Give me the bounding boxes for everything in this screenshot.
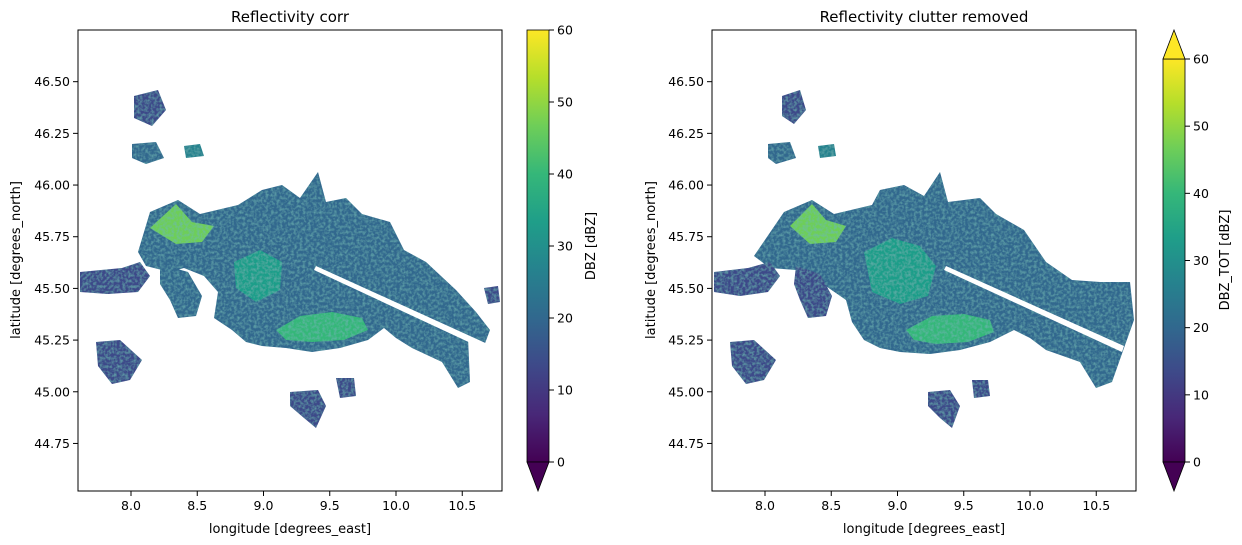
echo-region-north-2	[132, 142, 164, 164]
echo-region-south-2	[972, 380, 990, 398]
colorbar-tick-label: 0	[1193, 455, 1201, 470]
echo-region-sw	[96, 340, 142, 384]
colorbar-label: DBZ_TOT [dBZ]	[1218, 210, 1233, 311]
y-tick-label: 45.25	[34, 333, 70, 348]
beam-blockage-gap	[944, 266, 1124, 352]
x-tick-label: 9.0	[254, 498, 274, 513]
y-tick-label: 45.00	[668, 384, 704, 399]
x-tick-label: 10.0	[382, 498, 410, 513]
echo-region-blob-1	[794, 266, 832, 318]
panel-reflectivity-clutter-removed: Reflectivity clutter removed 8.0 8.5 9.0 9.…	[644, 8, 1233, 537]
colorbar-tick-label: 30	[557, 239, 573, 254]
echo-region-north-1	[134, 90, 166, 126]
y-tick-label: 46.50	[34, 74, 70, 89]
echo-region-south-1	[928, 390, 960, 428]
x-tick-label: 9.5	[320, 498, 340, 513]
colorbar-extend-min	[526, 461, 550, 493]
x-tick-label: 9.0	[888, 498, 908, 513]
beam-blockage-gap	[314, 266, 492, 352]
echo-region-west	[80, 262, 150, 294]
colorbar-extend-min	[1162, 461, 1186, 493]
y-tick-label: 45.75	[34, 229, 70, 244]
y-tick-label: 44.75	[668, 436, 704, 451]
y-tick-label: 46.00	[34, 178, 70, 193]
colorbar-tick-label: 10	[557, 383, 573, 398]
x-tick-label: 8.0	[121, 498, 141, 513]
echo-region-core	[864, 238, 936, 304]
radar-field	[80, 90, 500, 428]
plot-area-frame	[711, 29, 1137, 492]
x-tick-label: 8.5	[187, 498, 207, 513]
echo-region-blob-1	[160, 264, 202, 318]
colorbar-tick-label: 30	[1193, 253, 1209, 268]
x-tick-label: 10.0	[1016, 498, 1044, 513]
echo-region-main	[138, 172, 490, 388]
colorbar-tick-label: 60	[557, 23, 573, 38]
colorbar-body	[1162, 58, 1186, 463]
x-tick-label: 10.5	[448, 498, 476, 513]
x-tick-label: 9.5	[954, 498, 974, 513]
y-tick-label: 46.00	[668, 178, 704, 193]
radar-field	[714, 90, 1134, 428]
y-axis-label: latitude [degrees_north]	[644, 181, 659, 339]
colorbar-body	[526, 29, 550, 463]
colorbar-tick-label: 10	[1193, 387, 1209, 402]
y-tick-label: 46.50	[668, 74, 704, 89]
x-axis-label: longitude [degrees_east]	[209, 522, 371, 537]
x-tick-label: 8.0	[755, 498, 775, 513]
x-tick-label: 10.5	[1082, 498, 1110, 513]
panel-reflectivity-corr: Reflectivity corr 8.0 8.5 9.0 9.5 10.0 10.5 44…	[9, 8, 599, 537]
colorbar-extend-max	[1162, 28, 1186, 60]
plot-area-frame	[77, 29, 503, 492]
y-tick-label: 45.75	[668, 229, 704, 244]
colorbar-tick-label: 0	[557, 455, 565, 470]
colorbar-tick-label: 40	[1193, 186, 1209, 201]
colorbar: 0 10 20 30 40 50 60 DBZ_TOT [dBZ]	[1162, 28, 1233, 493]
echo-region-high	[276, 312, 368, 342]
y-tick-label: 45.00	[34, 384, 70, 399]
echo-region-high	[906, 314, 994, 344]
echo-region-sw	[730, 340, 776, 384]
x-axis-label: longitude [degrees_east]	[843, 522, 1005, 537]
echo-region-ridge	[790, 204, 846, 244]
echo-region-south-2	[336, 378, 356, 398]
echo-region-south-1	[290, 390, 326, 428]
colorbar-tick-label: 20	[1193, 320, 1209, 335]
echo-region-north-3	[184, 144, 204, 158]
echo-region-ridge	[150, 204, 214, 244]
echo-region-north-2	[768, 142, 796, 164]
echo-region-west	[714, 262, 780, 296]
echo-region-north-1	[782, 90, 806, 124]
chart-title: Reflectivity clutter removed	[820, 8, 1029, 26]
colorbar-tick-label: 40	[557, 167, 573, 182]
colorbar-tick-label: 20	[557, 311, 573, 326]
colorbar-tick-label: 50	[557, 95, 573, 110]
y-tick-label: 46.25	[668, 126, 704, 141]
y-axis-label: latitude [degrees_north]	[9, 181, 24, 339]
echo-region-main	[754, 172, 1134, 388]
y-tick-label: 44.75	[34, 436, 70, 451]
colorbar-tick-label: 60	[1193, 52, 1209, 67]
y-tick-label: 45.50	[34, 281, 70, 296]
x-tick-label: 8.5	[821, 498, 841, 513]
chart-title: Reflectivity corr	[231, 8, 350, 26]
echo-region-core	[234, 250, 282, 302]
y-tick-label: 45.25	[668, 333, 704, 348]
colorbar-label: DBZ [dBZ]	[584, 212, 599, 280]
y-tick-label: 45.50	[668, 281, 704, 296]
echo-region-north-3	[818, 144, 836, 158]
y-tick-label: 46.25	[34, 126, 70, 141]
colorbar-tick-label: 50	[1193, 119, 1209, 134]
colorbar: 0 10 20 30 40 50 60 DBZ [dBZ]	[526, 23, 599, 493]
echo-region-east-cell	[484, 286, 500, 304]
